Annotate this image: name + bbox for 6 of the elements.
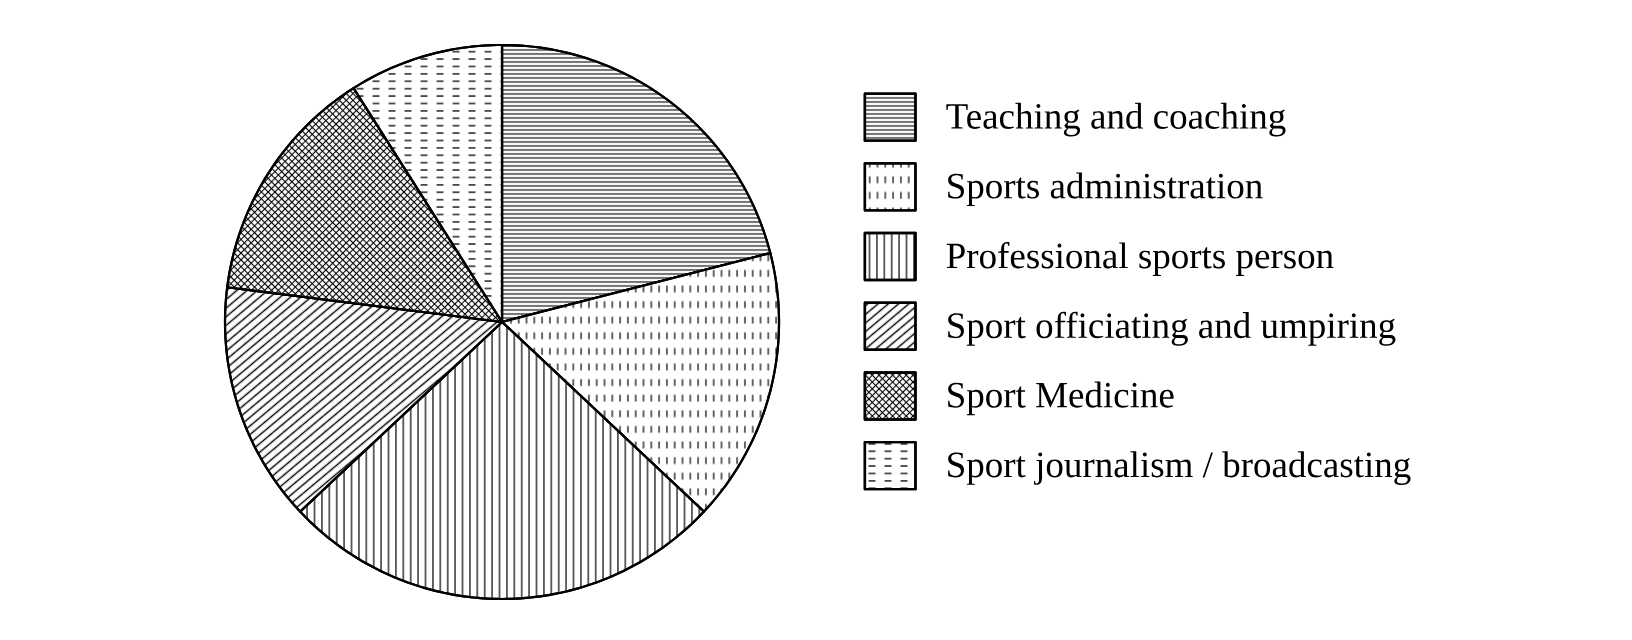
legend-label: Sport journalism / broadcasting	[948, 451, 1411, 485]
legend-label: Sports administration	[948, 172, 1263, 207]
legend-label: Sport officiating and umpiring	[948, 311, 1396, 346]
legend-label: Professional sports person	[946, 242, 1334, 276]
legend-label: Teaching and coaching	[946, 102, 1286, 137]
legend-label: Sport Medicine	[948, 381, 1174, 416]
